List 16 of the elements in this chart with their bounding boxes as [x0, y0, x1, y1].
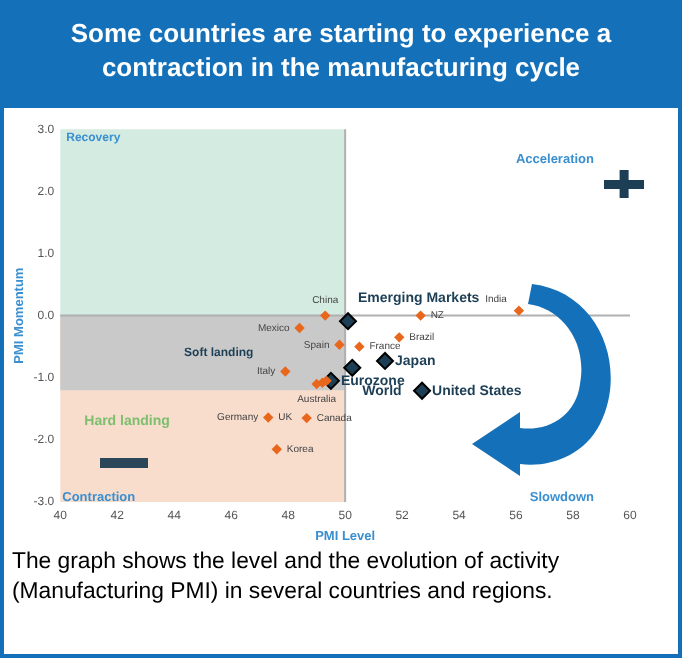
- point: [280, 366, 291, 377]
- point: [513, 305, 525, 316]
- point: [376, 351, 395, 370]
- point: [301, 412, 312, 424]
- point: [263, 412, 274, 423]
- point: [354, 341, 365, 352]
- point: [415, 310, 426, 321]
- point: [271, 443, 282, 455]
- text: The graph shows the level and the evolution of activity (Manufacturing PMI) in several countries and regions.: [12, 548, 562, 608]
- chart-title: Some countries are starting to experience a contraction in the manufacturing cycle: [4, 4, 678, 108]
- point: [294, 322, 305, 334]
- point: [320, 310, 331, 321]
- point: [413, 381, 432, 400]
- point: [338, 312, 357, 331]
- point: [334, 339, 345, 350]
- point: [394, 332, 405, 343]
